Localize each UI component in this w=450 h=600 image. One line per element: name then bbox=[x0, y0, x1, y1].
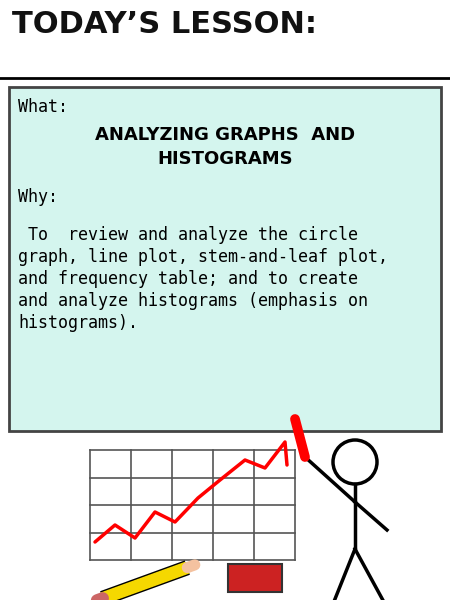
Text: To  review and analyze the circle: To review and analyze the circle bbox=[18, 226, 358, 244]
Text: histograms).: histograms). bbox=[18, 314, 138, 332]
FancyBboxPatch shape bbox=[9, 87, 441, 431]
Text: HISTOGRAMS: HISTOGRAMS bbox=[157, 150, 293, 168]
Text: What:: What: bbox=[18, 98, 68, 116]
Text: and frequency table; and to create: and frequency table; and to create bbox=[18, 270, 358, 288]
Text: TODAY’S LESSON:: TODAY’S LESSON: bbox=[12, 10, 317, 39]
Text: and analyze histograms (emphasis on: and analyze histograms (emphasis on bbox=[18, 292, 368, 310]
Text: Why:: Why: bbox=[18, 188, 58, 206]
Text: ANALYZING GRAPHS  AND: ANALYZING GRAPHS AND bbox=[95, 126, 355, 144]
FancyBboxPatch shape bbox=[228, 564, 282, 592]
Text: graph, line plot, stem-and-leaf plot,: graph, line plot, stem-and-leaf plot, bbox=[18, 248, 388, 266]
